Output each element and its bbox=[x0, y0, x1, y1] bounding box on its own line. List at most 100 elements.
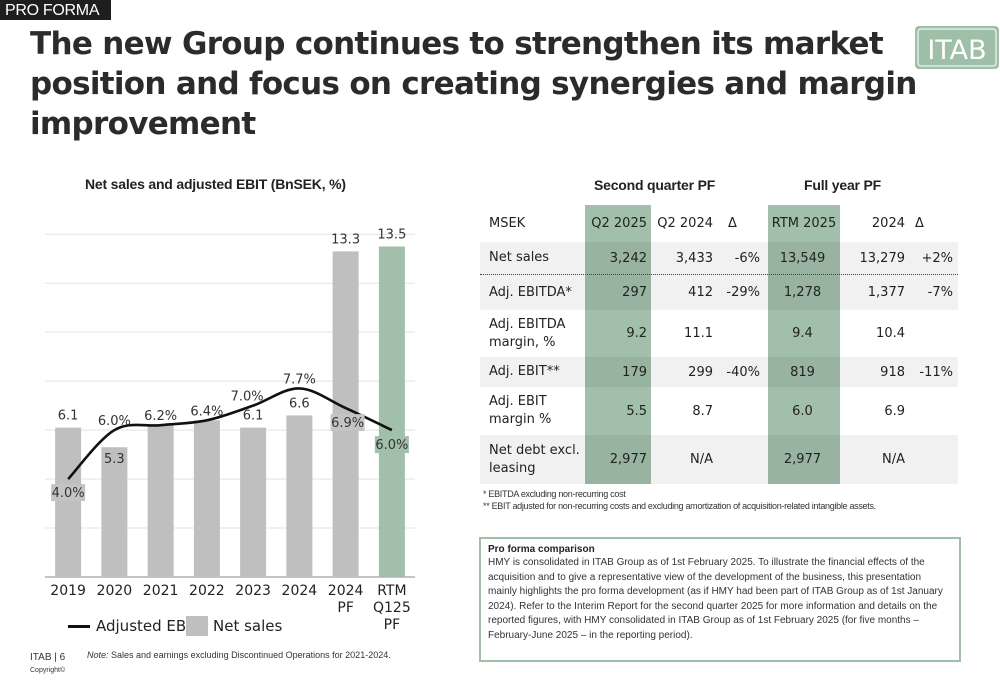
row-label: Adj. EBIT margin % bbox=[489, 394, 552, 427]
bar-net-sales bbox=[55, 427, 82, 577]
table-row: Net sales 3,242 3,433 -6% 13,549 13,279 +2% bbox=[480, 242, 958, 275]
pro-forma-text: HMY is consolidated in ITAB Group as of … bbox=[488, 557, 943, 641]
copyright: Copyright© bbox=[30, 667, 66, 674]
bar-value-label: 6.1 bbox=[58, 409, 79, 424]
cell-q2-2025: 9.2 bbox=[626, 326, 647, 341]
pro-forma-title: Pro forma comparison bbox=[488, 544, 595, 555]
legend-line-swatch bbox=[68, 624, 90, 628]
note-prefix: Note: bbox=[87, 650, 109, 660]
legend-ebit: Adjusted EBIT bbox=[68, 615, 200, 637]
line-value-label: 6.9% bbox=[331, 416, 364, 431]
line-value-label: 6.4% bbox=[190, 404, 223, 419]
cell-q2-2024: N/A bbox=[690, 452, 713, 467]
bar-net-sales bbox=[240, 427, 267, 577]
cell-q2-2025: 5.5 bbox=[626, 403, 647, 419]
cell-q2-2025: 3,242 bbox=[609, 250, 647, 266]
footnote-ebitda: * EBITDA excluding non-recurring cost bbox=[483, 489, 626, 499]
table-row: Adj. EBITDA* 297 412 -29% 1,278 1,377 -7% bbox=[480, 275, 958, 310]
line-adjusted-ebit bbox=[67, 387, 393, 480]
x-tick-label: 2021 bbox=[143, 583, 179, 599]
line-value-label: 4.0% bbox=[52, 486, 85, 501]
cell-delta-fy bbox=[905, 435, 953, 484]
header-q2-2025: Q2 2025 bbox=[591, 216, 647, 231]
cell-q2-2025: 297 bbox=[622, 285, 647, 300]
cell-delta-fy: -7% bbox=[927, 285, 953, 300]
legend-sales-label: Net sales bbox=[213, 617, 283, 635]
cell-delta-fy: -11% bbox=[919, 364, 953, 380]
x-tick-label: 2019 bbox=[50, 583, 86, 599]
row-label: Net sales bbox=[489, 250, 550, 265]
row-label: Net debt excl. leasing bbox=[489, 442, 580, 476]
cell-delta-fy: +2% bbox=[921, 250, 953, 266]
cell-delta-q bbox=[716, 387, 760, 435]
bar-net-sales bbox=[286, 415, 313, 577]
line-label-bg bbox=[374, 436, 409, 454]
cell-rtm-2025: 2,977 bbox=[783, 452, 822, 467]
cell-fy-2024: 1,377 bbox=[867, 285, 905, 300]
cell-fy-2024: 6.9 bbox=[884, 403, 905, 419]
table-header-row: MSEK Q2 2025 Q2 2024 Δ RTM 2025 2024 Δ bbox=[480, 205, 958, 242]
pro-forma-box: Pro forma comparison HMY is consolidated… bbox=[479, 537, 961, 662]
legend-ebit-label: Adjusted EBIT bbox=[96, 617, 200, 635]
cell-q2-2024: 299 bbox=[688, 364, 713, 380]
header-msek: MSEK bbox=[489, 215, 526, 231]
section-tag: PRO FORMA bbox=[0, 0, 112, 20]
header-delta-full-year: Δ bbox=[915, 216, 924, 231]
line-value-label: 6.0% bbox=[98, 414, 131, 429]
bar-net-sales bbox=[147, 425, 174, 577]
chart-note: Note: Sales and earnings excluding Disco… bbox=[87, 650, 391, 660]
x-tick-label: 2022 bbox=[189, 583, 225, 599]
bar-net-sales bbox=[378, 246, 405, 577]
cell-q2-2025: 179 bbox=[622, 364, 647, 380]
cell-delta-q: -29% bbox=[726, 285, 760, 300]
bar-value-label: 6.6 bbox=[289, 396, 310, 411]
page-number: ITAB | 6 bbox=[30, 652, 66, 663]
cell-rtm-2025: 1,278 bbox=[783, 285, 822, 300]
bar-value-label: 13.5 bbox=[377, 227, 406, 242]
group-head-quarter: Second quarter PF bbox=[594, 177, 716, 193]
table-row: Adj. EBITDA margin, % 9.2 11.1 9.4 10.4 bbox=[480, 310, 958, 357]
table-row: Adj. EBIT** 179 299 -40% 819 918 -11% bbox=[480, 357, 958, 387]
bar-net-sales bbox=[101, 447, 128, 577]
cell-q2-2024: 11.1 bbox=[684, 326, 713, 341]
line-value-label: 6.0% bbox=[375, 438, 408, 453]
cell-fy-2024: 13,279 bbox=[859, 250, 906, 266]
row-label: Adj. EBITDA* bbox=[489, 284, 572, 300]
cell-q2-2024: 3,433 bbox=[675, 250, 713, 266]
bar-value-label: 13.3 bbox=[331, 232, 360, 247]
bar-value-label: 6.1 bbox=[243, 409, 264, 424]
cell-rtm-2025: 9.4 bbox=[792, 326, 813, 341]
rtm-2025-highlight-band bbox=[768, 205, 840, 484]
cell-rtm-2025: 6.0 bbox=[792, 403, 813, 419]
bar-value-label: 5.3 bbox=[104, 452, 125, 467]
group-head-full-year: Full year PF bbox=[804, 177, 881, 193]
logo-text: ITAB bbox=[927, 35, 986, 66]
cell-q2-2025: 2,977 bbox=[609, 452, 647, 467]
footnote-ebit: ** EBIT adjusted for non-recurring costs… bbox=[483, 501, 876, 511]
table-footnotes: * EBITDA excluding non-recurring cost **… bbox=[483, 488, 876, 512]
x-tick-label: 2024 bbox=[282, 583, 318, 599]
header-rtm-2025: RTM 2025 bbox=[771, 216, 837, 231]
table-row: Adj. EBIT margin % 5.5 8.7 6.0 6.9 bbox=[480, 387, 958, 435]
line-label-bg bbox=[330, 414, 365, 432]
line-label-bg bbox=[51, 484, 86, 502]
net-sales-ebit-chart: 6.1 5.3 6.1 6.6 13.3 13.5 4.0% 6.0% 6.2% 6.4% 7.0%… bbox=[45, 227, 415, 633]
cell-rtm-2025: 819 bbox=[790, 364, 815, 380]
cell-delta-fy bbox=[905, 310, 953, 357]
line-value-label: 7.0% bbox=[231, 390, 264, 405]
note-text: Sales and earnings excluding Discontinue… bbox=[111, 650, 391, 660]
x-tick-label: 2023 bbox=[235, 583, 271, 599]
cell-fy-2024: 918 bbox=[880, 364, 905, 380]
x-tick-label: RTM Q125 PF bbox=[373, 583, 411, 633]
legend-sales: Net sales bbox=[186, 615, 282, 637]
row-label: Adj. EBIT** bbox=[489, 364, 560, 379]
x-tick-label: 2020 bbox=[97, 583, 133, 599]
cell-delta-q bbox=[716, 310, 760, 357]
line-value-label: 6.2% bbox=[144, 409, 177, 424]
cell-delta-q: -6% bbox=[734, 250, 760, 266]
header-delta-quarter: Δ bbox=[728, 216, 737, 231]
x-tick-label: 2024 PF bbox=[328, 583, 364, 616]
line-value-label: 7.7% bbox=[283, 372, 316, 387]
cell-rtm-2025: 13,549 bbox=[779, 250, 826, 266]
header-q2-2024: Q2 2024 bbox=[657, 216, 713, 231]
